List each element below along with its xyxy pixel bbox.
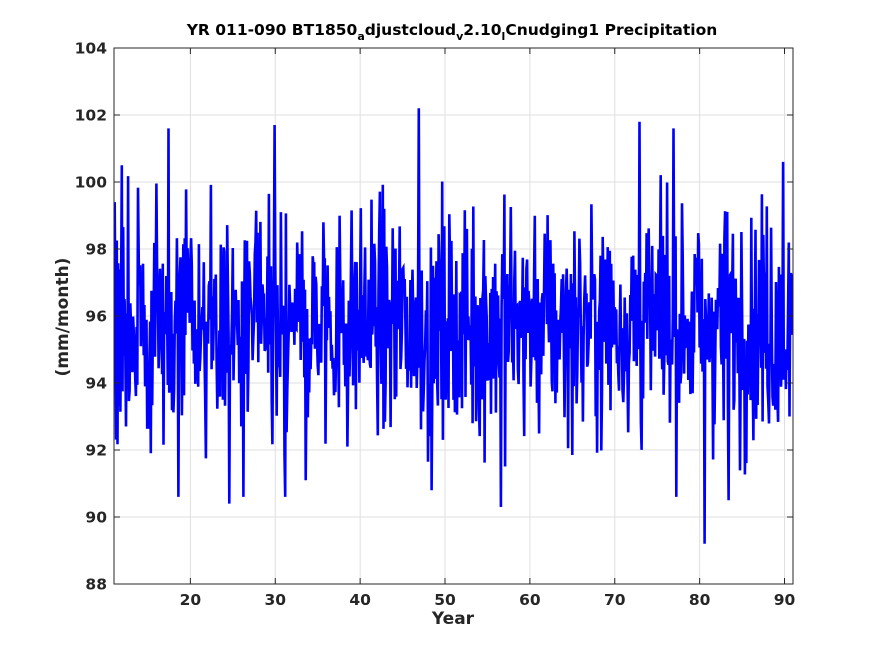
x-tick-label: 90 — [774, 591, 796, 609]
y-tick-label: 88 — [85, 576, 107, 594]
series-line — [114, 108, 793, 544]
y-tick-label: 90 — [85, 509, 107, 527]
y-tick-label: 102 — [75, 107, 107, 125]
x-tick-label: 50 — [434, 591, 456, 609]
x-axis-label: Year — [431, 609, 475, 629]
y-tick-label: 104 — [75, 40, 108, 58]
x-tick-label: 60 — [519, 591, 541, 609]
y-tick-label: 96 — [85, 308, 107, 326]
y-tick-label: 100 — [75, 174, 108, 192]
chart-title: YR 011-090 BT1850adjustcloudv2.10lCnudgi… — [186, 21, 718, 43]
x-tick-label: 70 — [604, 591, 626, 609]
y-axis-label: (mm/month) — [53, 258, 73, 377]
y-tick-label: 92 — [85, 442, 107, 460]
ticks: 20 30 40 50 60 70 80 90 88 90 92 94 96 98 100 102 104 — [75, 40, 796, 610]
y-tick-label: 98 — [85, 241, 107, 259]
x-tick-label: 30 — [264, 591, 286, 609]
x-tick-label: 40 — [349, 591, 371, 609]
y-tick-label: 94 — [85, 375, 107, 393]
x-tick-label: 80 — [689, 591, 711, 609]
x-tick-label: 20 — [180, 591, 202, 609]
